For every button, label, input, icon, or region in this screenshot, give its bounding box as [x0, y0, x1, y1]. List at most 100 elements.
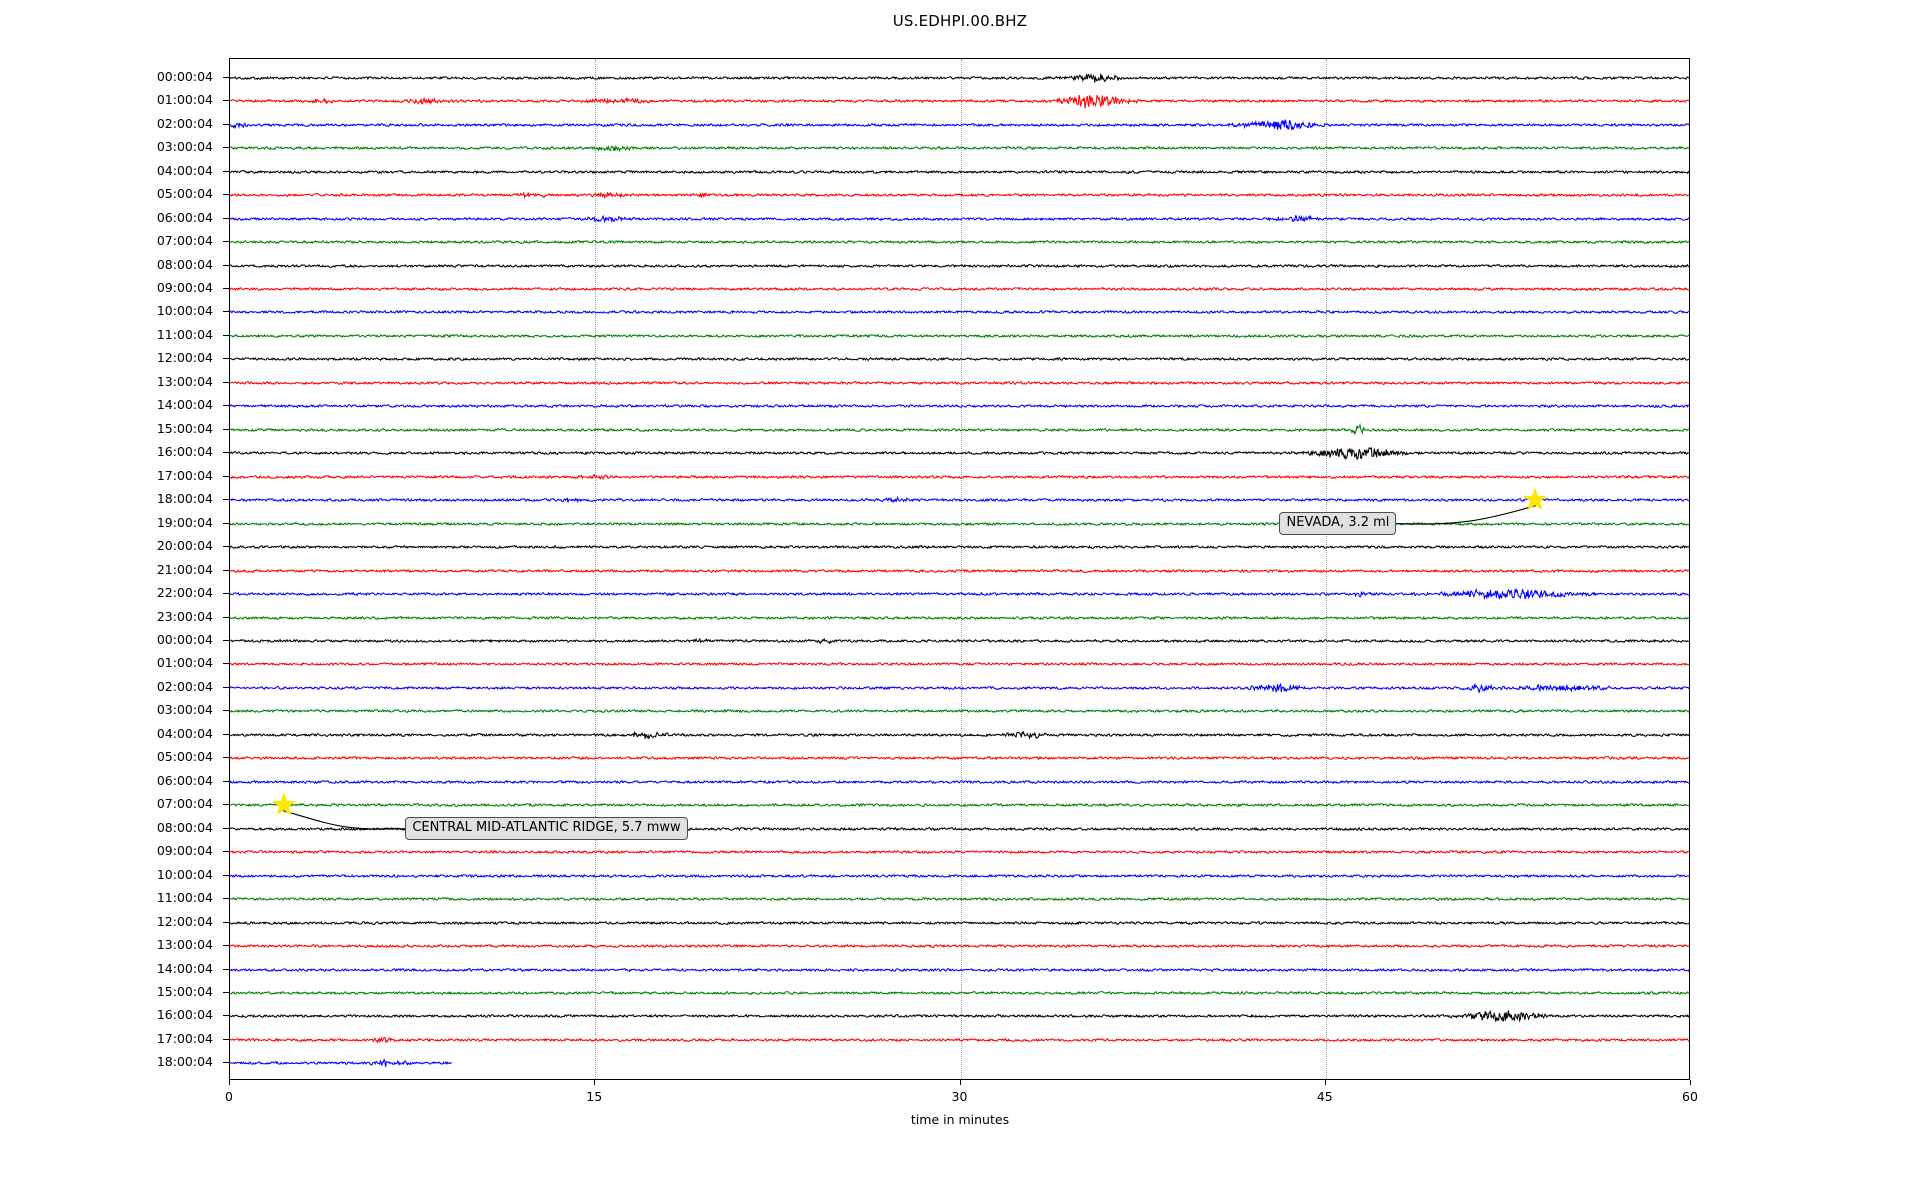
- trace-layer: [230, 59, 1689, 1079]
- y-axis-tick: [223, 428, 230, 430]
- y-axis-tick-label: 09:00:04: [156, 279, 213, 295]
- y-axis-tick-label: 20:00:04: [156, 538, 213, 554]
- trace-path: [230, 639, 1689, 643]
- y-axis-tick-label: 02:00:04: [156, 678, 213, 694]
- y-axis-tick: [223, 968, 230, 970]
- gridline-x-45: [1325, 59, 1327, 1079]
- trace-row: [230, 675, 1689, 701]
- y-axis-tick: [223, 593, 230, 595]
- y-axis-tick: [223, 475, 230, 477]
- y-axis-tick-label: 07:00:04: [156, 796, 213, 812]
- y-axis-tick-label: 13:00:04: [156, 373, 213, 389]
- y-axis-tick: [223, 616, 230, 618]
- y-axis-tick: [223, 686, 230, 688]
- y-axis-tick: [223, 733, 230, 735]
- y-axis-tick-label: 10:00:04: [156, 866, 213, 882]
- trace-path: [230, 780, 1689, 783]
- trace-path: [230, 921, 1689, 924]
- y-axis-tick: [223, 780, 230, 782]
- y-axis-tick: [223, 1062, 230, 1064]
- y-axis-tick-label: 23:00:04: [156, 608, 213, 624]
- y-axis-tick: [223, 804, 230, 806]
- y-axis-tick-label: 14:00:04: [156, 397, 213, 413]
- y-axis-tick-label: 06:00:04: [156, 772, 213, 788]
- trace-row: [230, 698, 1689, 724]
- trace-path: [230, 498, 1689, 503]
- trace-row: [230, 910, 1689, 936]
- y-axis-tick: [223, 194, 230, 196]
- y-axis-tick: [223, 639, 230, 641]
- trace-row: [230, 605, 1689, 631]
- trace-path: [230, 1011, 1689, 1022]
- y-axis-tick-label: 11:00:04: [156, 326, 213, 342]
- y-axis-tick: [223, 499, 230, 501]
- y-axis-tick-label: 13:00:04: [156, 937, 213, 953]
- event-marker-layer: [230, 59, 1689, 1079]
- trace-path: [230, 170, 1689, 173]
- trace-row: [230, 299, 1689, 325]
- trace-row: [230, 159, 1689, 185]
- y-axis-tick: [223, 710, 230, 712]
- y-axis-tick: [223, 381, 230, 383]
- trace-row: [230, 206, 1689, 232]
- y-axis-tick: [223, 921, 230, 923]
- trace-path: [230, 804, 1689, 807]
- x-axis-title: time in minutes: [910, 1112, 1010, 1127]
- trace-path: [230, 288, 1689, 291]
- x-axis-tick: [1690, 1080, 1691, 1085]
- trace-path: [230, 546, 1689, 549]
- y-axis-tick: [223, 898, 230, 900]
- x-axis-tick: [959, 1080, 961, 1085]
- trace-row: [230, 112, 1689, 138]
- trace-row: [230, 135, 1689, 161]
- trace-path: [230, 589, 1689, 599]
- trace-path: [230, 215, 1689, 221]
- trace-path: [230, 616, 1689, 619]
- y-axis-tick: [223, 991, 230, 993]
- x-axis-tick-label: 45: [1316, 1089, 1333, 1104]
- y-axis-tick: [223, 170, 230, 172]
- trace-row: [230, 346, 1689, 372]
- x-axis-tick: [1324, 1080, 1326, 1085]
- y-axis-tick-label: 08:00:04: [156, 819, 213, 835]
- trace-row: [230, 745, 1689, 771]
- y-axis-tick: [223, 874, 230, 876]
- gridline-x-30: [960, 59, 962, 1079]
- y-axis-tick-label: 19:00:04: [156, 514, 213, 530]
- y-axis-tick: [223, 358, 230, 360]
- trace-row: [230, 417, 1689, 443]
- y-axis-tick-label: 15:00:04: [156, 983, 213, 999]
- y-axis-tick: [223, 100, 230, 102]
- trace-path: [230, 425, 1689, 434]
- y-axis-tick-label: 02:00:04: [156, 115, 213, 131]
- y-axis-tick: [223, 76, 230, 78]
- trace-row: [230, 792, 1689, 818]
- y-axis-tick-label: 21:00:04: [156, 561, 213, 577]
- trace-row: [230, 1050, 1689, 1076]
- trace-path: [230, 851, 1689, 854]
- y-axis-tick: [223, 945, 230, 947]
- trace-row: [230, 628, 1689, 654]
- trace-row: [230, 581, 1689, 607]
- y-axis-tick-label: 01:00:04: [156, 92, 213, 108]
- trace-path: [230, 992, 1689, 995]
- y-axis-tick-label: 11:00:04: [156, 890, 213, 906]
- y-axis-tick-label: 03:00:04: [156, 139, 213, 155]
- trace-path: [230, 448, 1689, 459]
- y-axis-tick: [223, 147, 230, 149]
- event-star-icon: [1523, 487, 1548, 511]
- y-axis-tick-label: 22:00:04: [156, 585, 213, 601]
- y-axis-tick-label: 05:00:04: [156, 749, 213, 765]
- annotation-label-nevada[interactable]: NEVADA, 3.2 ml: [1279, 511, 1397, 535]
- trace-row: [230, 957, 1689, 983]
- y-axis-tick: [223, 569, 230, 571]
- page-title: US.EDHPI.00.BHZ: [892, 12, 1028, 30]
- y-axis-tick: [223, 334, 230, 336]
- y-axis-tick: [223, 546, 230, 548]
- trace-row: [230, 464, 1689, 490]
- trace-path: [230, 95, 1689, 108]
- trace-path: [230, 1037, 1689, 1042]
- annotation-label-central-mid-atlantic-ridge[interactable]: CENTRAL MID-ATLANTIC RIDGE, 5.7 mww: [405, 816, 688, 841]
- trace-path: [230, 120, 1689, 130]
- y-axis-tick-label: 00:00:04: [156, 68, 213, 84]
